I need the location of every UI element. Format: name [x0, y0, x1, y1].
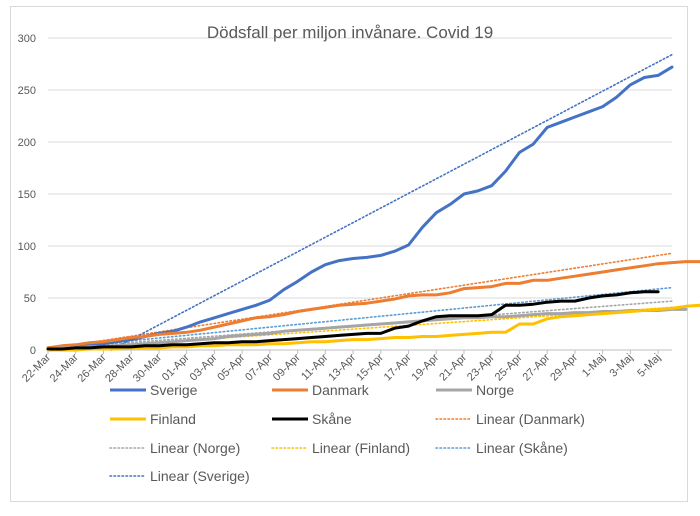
- legend-item: Linear (Danmark): [435, 411, 585, 427]
- legend-label: Finland: [150, 411, 196, 427]
- legend-item: Norge: [436, 382, 514, 398]
- y-axis-ticks: 0 50 100 150 200 250 300: [18, 33, 36, 357]
- x-tick-label: 28-Mar: [103, 351, 136, 384]
- x-tick-label: 1-Maj: [580, 352, 608, 380]
- x-tick-label: 19-Apr: [410, 351, 442, 383]
- x-tick-label: 13-Apr: [326, 351, 358, 383]
- series-line-sverige: [46, 65, 674, 350]
- x-tick-label: 09-Apr: [271, 351, 303, 383]
- y-tick-label: 50: [24, 293, 36, 305]
- legend-label: Sverige: [150, 382, 198, 398]
- x-tick-label: 25-Apr: [493, 351, 525, 383]
- x-tick-label: 03-Apr: [188, 351, 220, 383]
- x-tick-label: 24-Mar: [48, 351, 81, 384]
- legend-label: Linear (Norge): [150, 440, 240, 456]
- legend-item: Linear (Finland): [271, 440, 410, 456]
- y-tick-label: 250: [18, 85, 36, 97]
- x-tick-label: 05-Apr: [215, 351, 247, 383]
- trendline-linear-sverige: [110, 53, 673, 351]
- y-tick-label: 300: [18, 33, 36, 45]
- x-tick-label: 29-Apr: [548, 351, 580, 383]
- trendlines: [47, 53, 673, 351]
- x-tick-label: 15-Apr: [354, 351, 386, 383]
- series-line-finland: [46, 303, 700, 352]
- y-tick-label: 150: [18, 189, 36, 201]
- series-line-norge: [46, 307, 688, 351]
- series-line-danmark: [46, 260, 700, 350]
- legend-label: Skåne: [312, 411, 352, 427]
- x-tick-label: 23-Apr: [465, 351, 497, 383]
- legend-label: Linear (Danmark): [476, 411, 585, 427]
- legend-item: Linear (Skåne): [435, 440, 568, 456]
- legend-label: Linear (Skåne): [476, 440, 568, 456]
- series-lines: [46, 65, 700, 352]
- legend-label: Linear (Sverige): [150, 468, 250, 484]
- y-tick-label: 100: [18, 241, 36, 253]
- legend-label: Danmark: [312, 382, 370, 398]
- legend-item: Sverige: [110, 382, 198, 398]
- legend-item: Linear (Sverige): [109, 468, 250, 484]
- x-tick-label: 3-Maj: [608, 352, 636, 380]
- chart-title: Dödsfall per miljon invånare. Covid 19: [207, 23, 493, 42]
- legend-item: Finland: [110, 411, 196, 427]
- x-tick-label: 07-Apr: [243, 351, 275, 383]
- legend: Sverige Danmark Norge Finland Skåne Linear (D…: [109, 382, 585, 484]
- x-axis-ticks: 22-Mar24-Mar26-Mar28-Mar30-Mar01-Apr03-A…: [20, 350, 663, 385]
- legend-item: Skåne: [272, 411, 352, 427]
- legend-label: Linear (Finland): [312, 440, 410, 456]
- series-line-skåne: [46, 290, 660, 351]
- x-tick-label: 27-Apr: [520, 351, 552, 383]
- x-tick-label: 17-Apr: [382, 351, 414, 383]
- trendline-linear-danmark: [47, 252, 673, 350]
- x-tick-label: 5-Maj: [635, 352, 663, 380]
- legend-item: Linear (Norge): [109, 440, 240, 456]
- trendline-linear-skåne: [47, 286, 673, 350]
- y-tick-label: 0: [30, 345, 36, 357]
- legend-label: Norge: [476, 382, 514, 398]
- x-tick-label: 30-Mar: [131, 351, 164, 384]
- gridlines: [48, 37, 672, 351]
- y-tick-label: 200: [18, 137, 36, 149]
- x-tick-label: 11-Apr: [299, 351, 330, 382]
- x-tick-label: 22-Mar: [20, 351, 53, 384]
- x-tick-label: 26-Mar: [75, 351, 108, 384]
- legend-item: Danmark: [272, 382, 370, 398]
- x-tick-label: 01-Apr: [160, 351, 192, 383]
- x-tick-label: 21-Apr: [437, 351, 469, 383]
